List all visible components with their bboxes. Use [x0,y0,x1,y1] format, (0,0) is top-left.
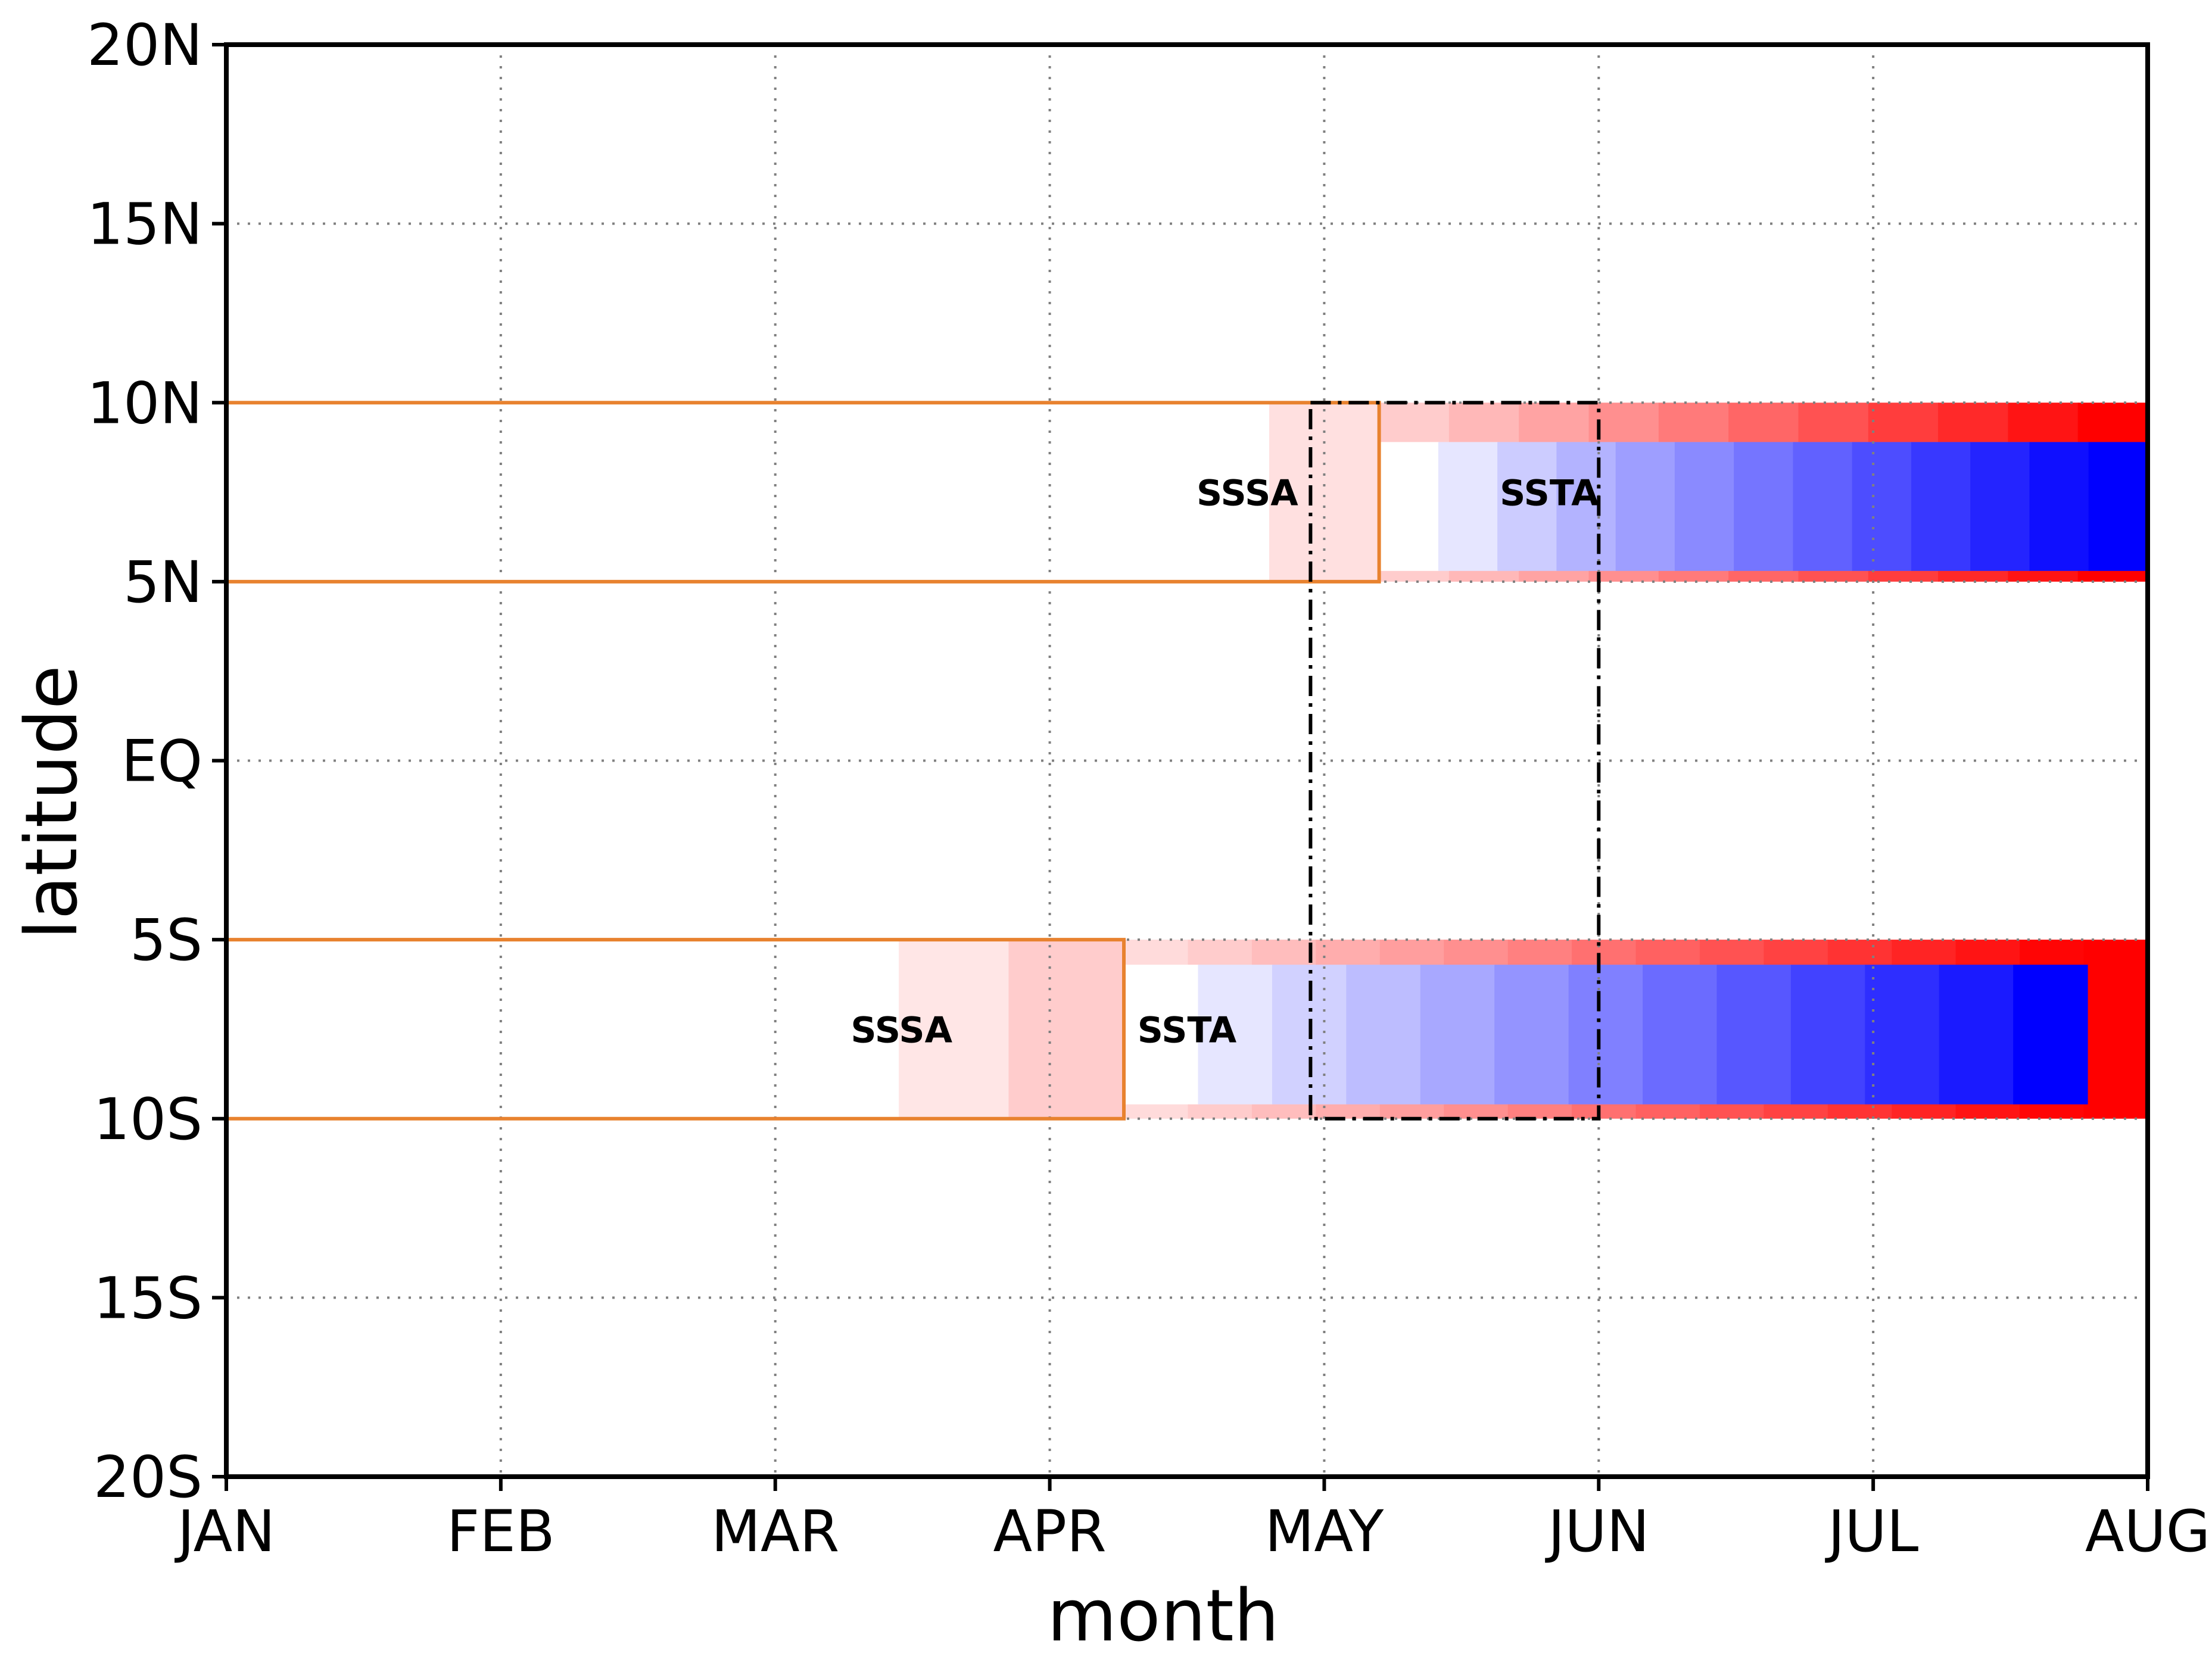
ssta-cool-cell-south [1790,965,1866,1105]
ssta-label-south: SSTA [1138,1009,1237,1051]
ssta-cool-cell-south [2013,965,2088,1105]
y-tick-label: 20S [94,1444,202,1511]
x-tick-label: FEB [447,1498,555,1565]
ssta-cool-cell-south [1939,965,2014,1105]
y-tick-label: 15N [87,191,202,258]
y-tick-label: EQ [121,728,202,795]
ssta-cool-cell-north [1911,442,1971,571]
ssta-cool-cell-north [1852,442,1912,571]
y-tick-label: 15S [94,1265,202,1331]
ssta-cool-cell-north [1970,442,2030,571]
ssta-cool-cell-south [1346,965,1421,1105]
ssta-cool-cell-south [1865,965,1940,1105]
x-axis-title: month [1047,1575,1279,1658]
dashdot-box [1308,401,1601,1121]
y-tick-label: 5N [123,549,202,616]
x-tick-label: JUN [1545,1498,1649,1565]
x-tick-label: MAR [711,1498,839,1565]
x-tick-label: MAY [1265,1498,1384,1565]
sssa-cell-south [1008,940,1124,1119]
ssta-cool-cell-north [1674,442,1735,571]
ssta-cool-cell-south [1716,965,1792,1105]
ssta-cool-cell-north [1615,442,1675,571]
ssta-cool-cell-north [1438,442,1498,571]
ssta-cool-cell-north [1734,442,1794,571]
ssta-cool-cell-south [1643,965,1718,1105]
x-tick-label: JAN [175,1498,275,1565]
plot-frame [224,42,2150,1479]
ssta-cool-cell-south [1198,965,1273,1105]
y-tick-label: 5S [130,907,202,974]
y-axis-title: latitude [11,665,94,939]
ssta-cool-cell-north [2029,442,2089,571]
x-tick-label: APR [993,1498,1106,1565]
ssta-cool-cell-south [1494,965,1569,1105]
x-tick-label: AUG [2085,1498,2210,1565]
ssta-label-north: SSTA [1500,473,1599,514]
sssa-cell-south [899,940,1009,1119]
y-tick-label: 20N [87,12,202,79]
ssta-warm-cell-south [2083,940,2148,1119]
ssta-cool-cell-south [1124,965,1199,1105]
x-tick-label: JUL [1825,1498,1918,1565]
ssta-cool-cell-north [1556,442,1616,571]
y-tick-label: 10S [94,1086,202,1153]
ssta-cool-cell-south [1568,965,1644,1105]
ssta-cool-cell-north [1497,442,1557,571]
ssta-cool-cell-north [1379,442,1439,571]
ssta-cool-cell-north [2088,442,2148,571]
y-tick-label: 10N [87,370,202,436]
ssta-cool-cell-south [1420,965,1496,1105]
sssa-label-south: SSSA [850,1009,952,1051]
sssa-label-north: SSSA [1197,473,1298,514]
ssta-cool-cell-north [1793,442,1853,571]
